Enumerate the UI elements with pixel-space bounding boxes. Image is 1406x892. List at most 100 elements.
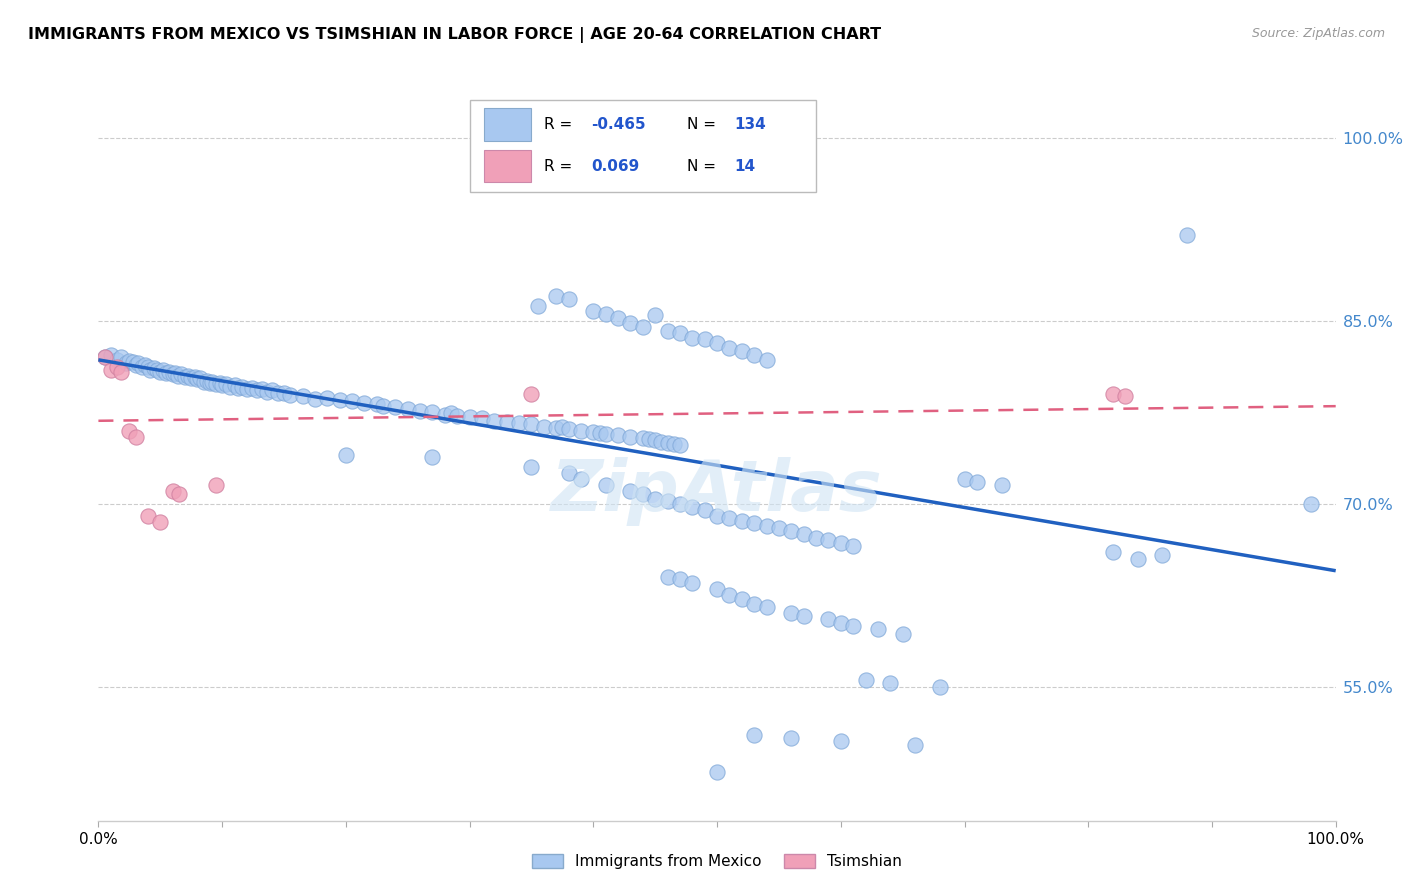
Point [706,764,728,779]
Point [127,357,149,371]
Point [471,411,494,425]
Point [157,365,180,379]
Point [742,728,765,742]
Point [152,362,174,376]
Point [669,326,692,340]
Point [953,472,976,486]
Point [582,425,605,439]
Point [1299,497,1322,511]
Text: R =: R = [544,118,576,132]
Point [105,352,128,367]
Point [122,355,145,369]
Point [335,448,357,462]
Point [842,540,865,554]
Point [551,420,574,434]
Point [706,335,728,350]
Point [793,527,815,541]
Point [731,591,754,606]
Point [990,478,1012,492]
Point [446,409,468,423]
FancyBboxPatch shape [485,109,531,141]
Point [211,378,233,392]
Point [928,680,950,694]
Point [742,516,765,531]
Point [731,344,754,359]
Point [780,731,803,745]
Point [830,616,852,631]
Point [693,503,716,517]
Point [143,361,166,376]
Point [246,384,269,398]
Point [681,576,703,591]
Point [162,484,184,499]
Point [619,430,641,444]
Point [205,377,228,392]
Point [755,518,778,533]
Point [669,438,692,452]
Text: ZipAtlas: ZipAtlas [551,457,883,526]
Text: R =: R = [544,159,582,174]
Point [879,676,901,690]
Point [718,511,741,525]
Point [250,382,273,396]
Point [595,478,617,492]
FancyBboxPatch shape [470,100,815,192]
Point [780,607,803,621]
Point [422,450,444,465]
Point [215,377,238,392]
Point [817,613,839,627]
Point [755,352,778,367]
Point [669,497,692,511]
Point [165,366,187,380]
Point [396,401,419,416]
Point [631,431,654,445]
Point [742,348,765,362]
Point [557,292,579,306]
Point [508,416,530,430]
Point [174,370,197,384]
Point [118,354,141,368]
Point [124,430,146,444]
Point [557,422,579,436]
Point [904,738,927,752]
Point [891,627,914,641]
Point [569,472,592,486]
Point [170,368,193,382]
Point [149,515,172,529]
Point [595,306,617,320]
Point [458,410,481,425]
Point [855,673,877,688]
Point [240,381,263,395]
Point [291,389,314,403]
Point [316,391,339,405]
Point [226,381,249,395]
Point [669,572,692,586]
Point [793,608,815,623]
Point [631,487,654,501]
Point [644,308,666,322]
Point [780,524,803,538]
Point [804,531,827,545]
Point [706,508,728,523]
Point [440,407,463,421]
Point [520,460,543,475]
Point [706,582,728,596]
Point [1102,387,1125,401]
Point [208,376,231,390]
Point [569,424,592,438]
Point [484,414,506,428]
Point [520,387,543,401]
Point [134,358,156,372]
Point [619,484,641,499]
Point [607,428,630,442]
Point [384,401,406,415]
Point [409,404,432,418]
Point [662,437,685,451]
Point [433,408,456,422]
Point [768,521,790,535]
Point [260,384,283,398]
Text: N =: N = [688,159,721,174]
Point [1175,228,1198,243]
Point [755,600,778,615]
Point [100,348,122,362]
